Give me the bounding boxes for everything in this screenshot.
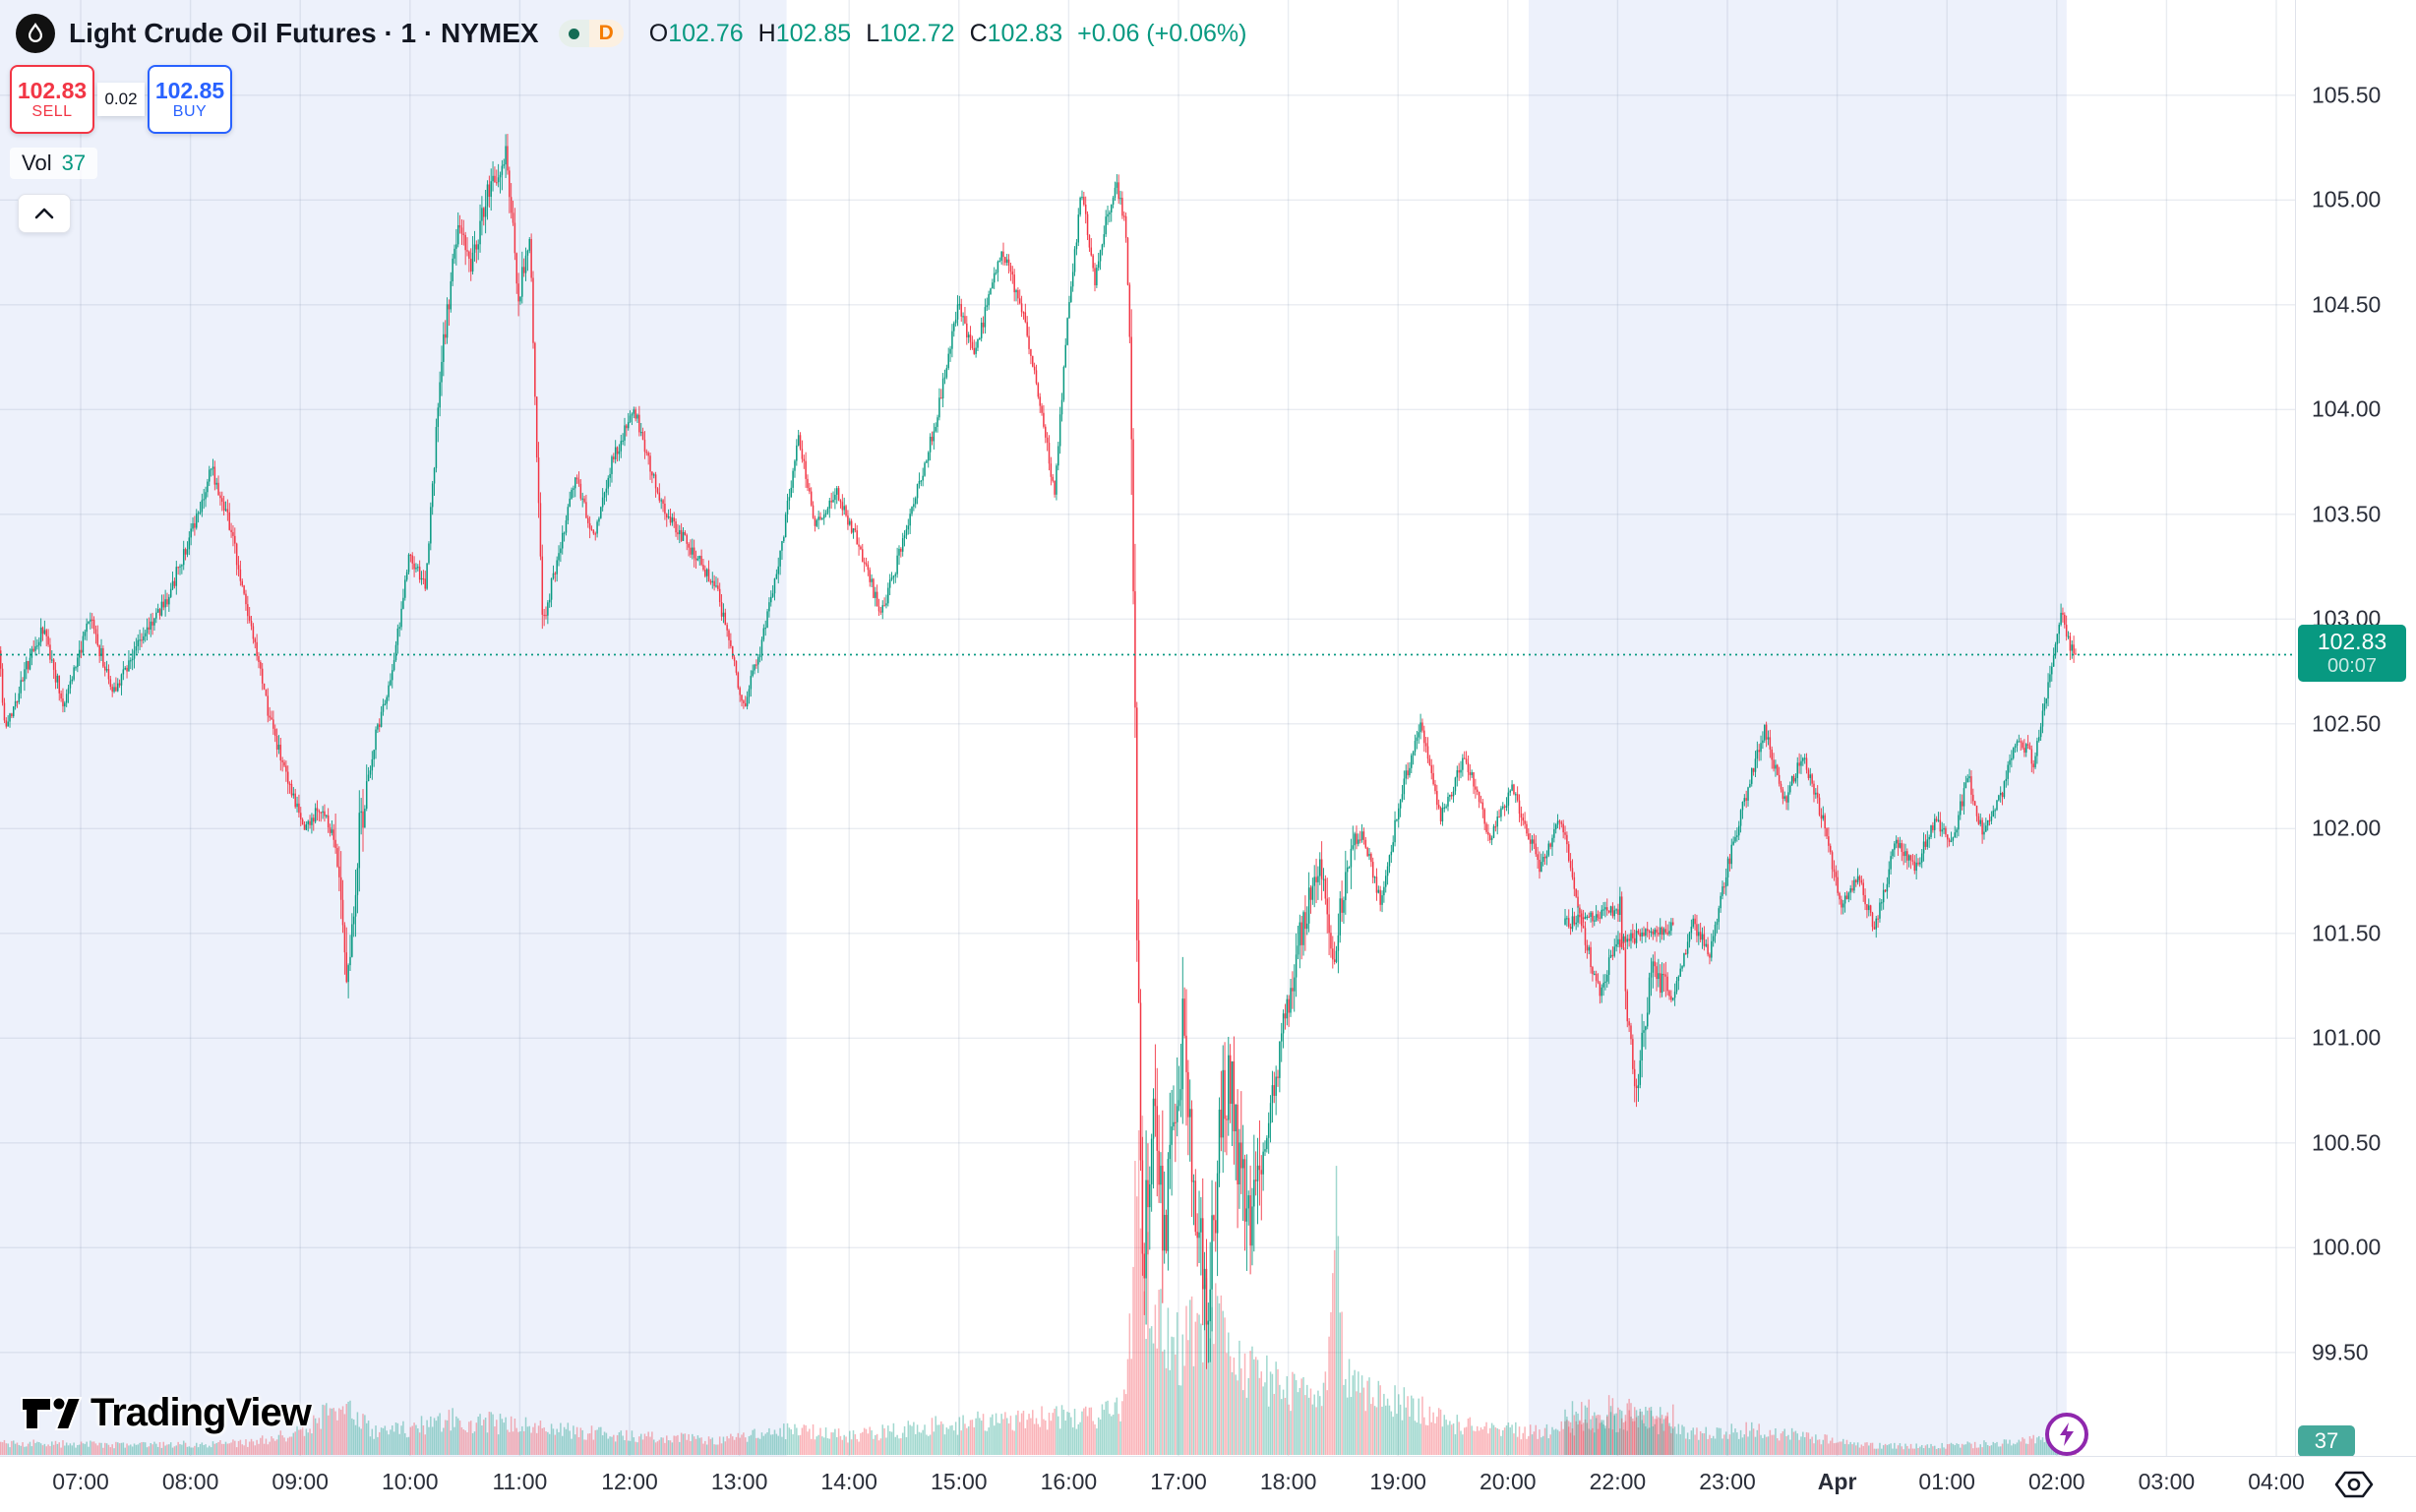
last-price-badge: 102.83 00:07 (2298, 624, 2406, 683)
low-value: L102.72 (866, 19, 955, 47)
price-tick: 99.50 (2312, 1339, 2369, 1365)
oil-drop-icon (16, 14, 55, 53)
price-tick: 103.50 (2312, 501, 2382, 527)
tradingview-logo[interactable]: TradingView (20, 1391, 312, 1435)
symbol-header: Light Crude Oil Futures · 1 · NYMEX D O1… (16, 14, 1246, 53)
time-tick: 20:00 (1480, 1469, 1537, 1494)
price-tick: 104.00 (2312, 395, 2382, 422)
spread-value: 0.02 (97, 83, 145, 116)
price-tick: 105.00 (2312, 186, 2382, 212)
time-tick: 22:00 (1589, 1469, 1647, 1494)
time-tick: 03:00 (2138, 1469, 2196, 1494)
time-tick: 18:00 (1259, 1469, 1317, 1494)
eye-icon[interactable] (2333, 1468, 2375, 1506)
volume-readout: Vol 37 (10, 148, 98, 179)
sell-button[interactable]: 102.83 SELL (10, 65, 94, 134)
market-status-pill[interactable]: D (558, 20, 624, 47)
time-tick: 19:00 (1369, 1469, 1426, 1494)
price-tick: 105.50 (2312, 82, 2382, 108)
price-tick: 101.00 (2312, 1024, 2382, 1051)
tradingview-mark-icon (21, 1396, 83, 1430)
time-tick: 14:00 (820, 1469, 877, 1494)
time-tick: 16:00 (1040, 1469, 1098, 1494)
time-tick: Apr (1817, 1469, 1857, 1494)
price-tick: 104.50 (2312, 291, 2382, 318)
time-tick: 12:00 (601, 1469, 658, 1494)
trade-panel: 102.83 SELL 0.02 102.85 BUY (10, 65, 232, 134)
change-value: +0.06 (+0.06%) (1077, 19, 1247, 47)
time-tick: 09:00 (272, 1469, 329, 1494)
collapse-panel-button[interactable] (18, 194, 71, 233)
volume-label: Vol (22, 151, 52, 175)
last-price-value: 102.83 (2317, 628, 2387, 654)
time-tick: 13:00 (710, 1469, 768, 1494)
price-tick: 100.00 (2312, 1234, 2382, 1260)
high-value: H102.85 (757, 19, 852, 47)
price-tick: 101.50 (2312, 920, 2382, 946)
tradingview-wordmark: TradingView (91, 1391, 312, 1434)
ohlc-values: O102.76 H102.85 L102.72 C102.83 +0.06 (+… (649, 20, 1247, 48)
time-axis[interactable]: 07:00 08:00 09:00 10:00 11:00 12:00 13:00 14:00… (0, 1456, 2416, 1512)
time-tick: 08:00 (161, 1469, 219, 1494)
volume-axis-badge: 37 (2298, 1425, 2355, 1457)
session-bands (0, 0, 2067, 1456)
time-tick: 01:00 (1918, 1469, 1975, 1494)
close-value: C102.83 (969, 19, 1063, 47)
delayed-data-badge: D (588, 20, 624, 47)
candles (0, 134, 2077, 1369)
symbol-title[interactable]: Light Crude Oil Futures · 1 · NYMEX (69, 18, 539, 48)
volume-bars (0, 1116, 2077, 1455)
time-tick: 07:00 (52, 1469, 109, 1494)
price-tick: 102.50 (2312, 710, 2382, 737)
gridlines (0, 0, 2295, 1456)
quick-trade-button[interactable] (2045, 1413, 2088, 1456)
buy-button[interactable]: 102.85 BUY (148, 65, 232, 134)
open-value: O102.76 (648, 19, 744, 47)
price-tick: 102.00 (2312, 815, 2382, 841)
time-tick: 17:00 (1150, 1469, 1207, 1494)
price-tick: 100.50 (2312, 1129, 2382, 1156)
chevron-up-icon (34, 208, 54, 219)
bar-countdown: 00:07 (2326, 655, 2378, 678)
time-tick: 02:00 (2028, 1469, 2085, 1494)
lightning-bolt-icon (2060, 1422, 2074, 1446)
time-tick: 04:00 (2248, 1469, 2305, 1494)
time-tick: 15:00 (931, 1469, 988, 1494)
time-tick: 11:00 (492, 1469, 548, 1494)
time-tick: 10:00 (382, 1469, 439, 1494)
time-tick: 23:00 (1699, 1469, 1756, 1494)
volume-value: 37 (61, 151, 87, 175)
market-open-dot-icon (558, 20, 589, 47)
price-axis[interactable]: 105.50 105.00 104.50 104.00 103.50 103.00 102.… (2295, 0, 2416, 1457)
